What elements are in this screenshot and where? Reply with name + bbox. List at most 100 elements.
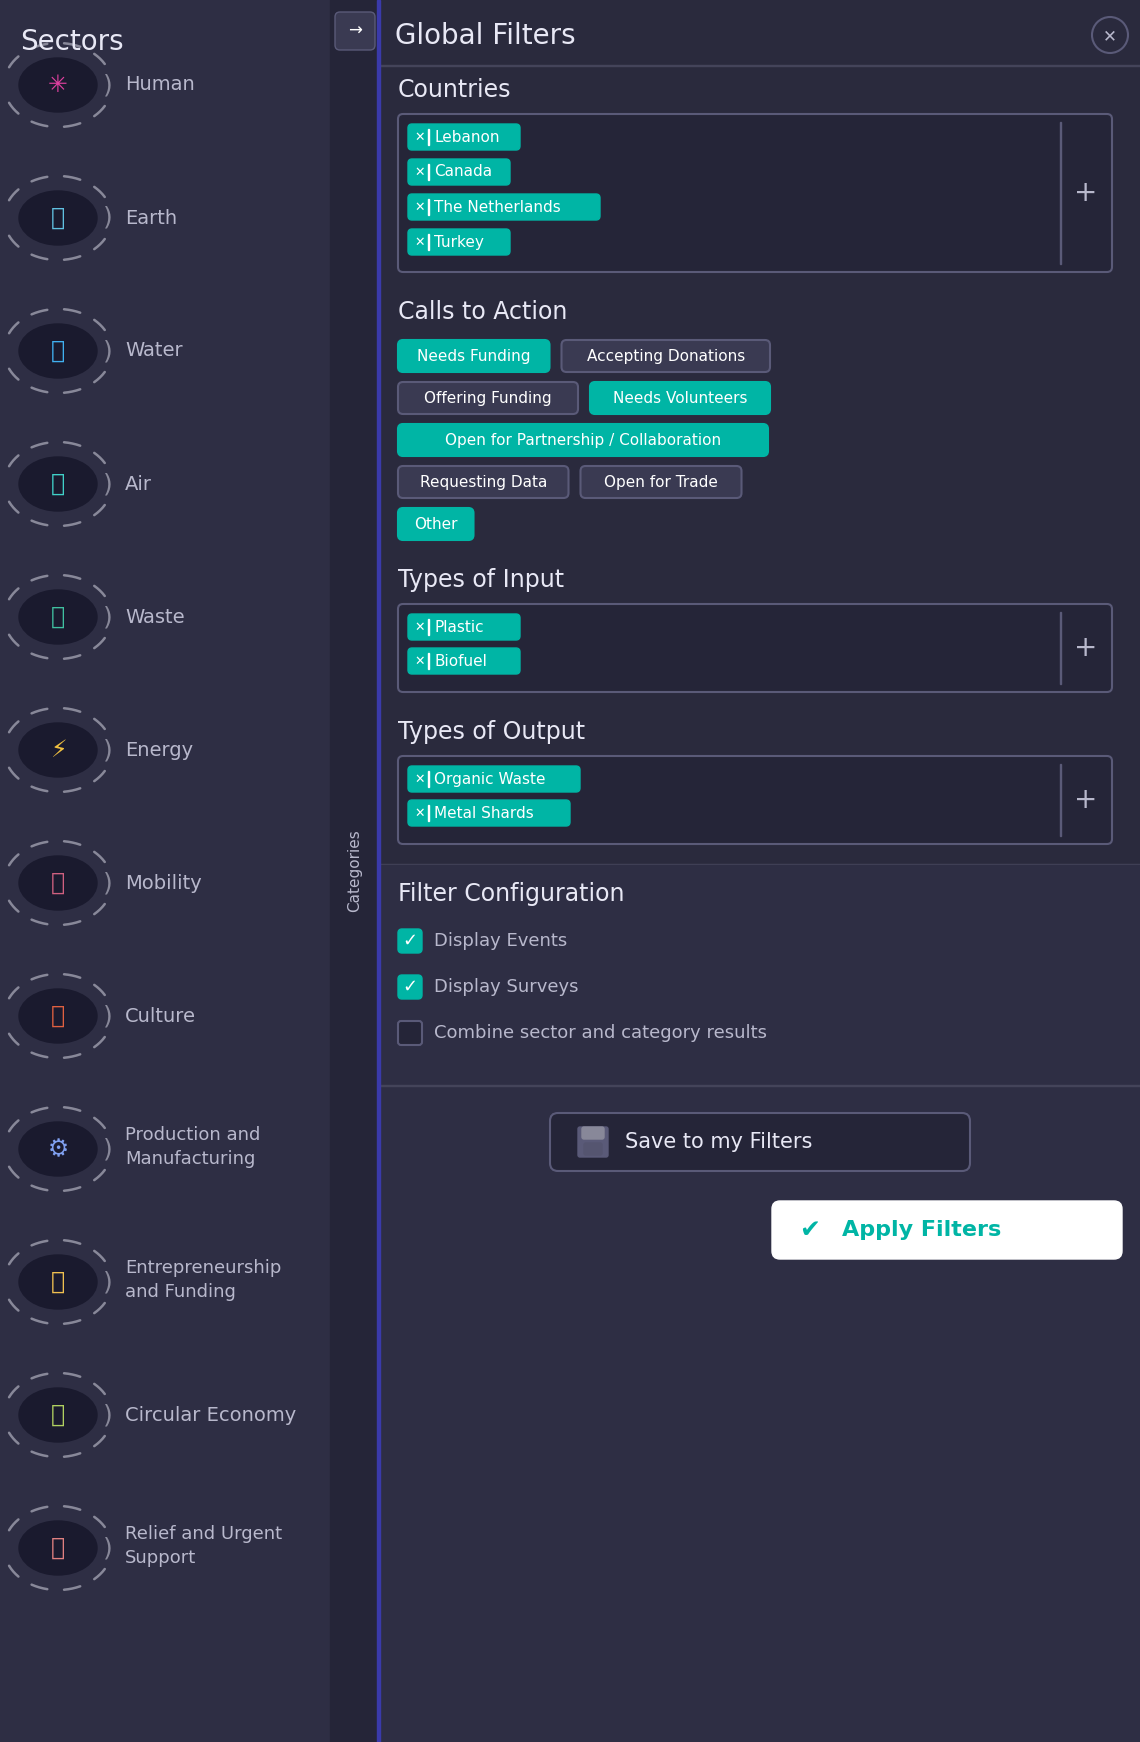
FancyBboxPatch shape <box>591 381 770 415</box>
Text: Types of Input: Types of Input <box>398 568 564 592</box>
FancyBboxPatch shape <box>408 228 510 254</box>
Text: Open for Trade: Open for Trade <box>604 474 718 490</box>
Text: 🌀: 🌀 <box>51 472 65 496</box>
Ellipse shape <box>19 989 97 1043</box>
Text: Needs Volunteers: Needs Volunteers <box>613 390 747 406</box>
Text: ✔: ✔ <box>799 1218 821 1242</box>
Text: Turkey: Turkey <box>434 235 483 249</box>
FancyBboxPatch shape <box>408 124 520 150</box>
Text: Needs Funding: Needs Funding <box>417 348 530 364</box>
FancyBboxPatch shape <box>408 159 510 185</box>
Ellipse shape <box>19 1388 97 1442</box>
Text: Categories: Categories <box>348 829 363 913</box>
FancyBboxPatch shape <box>408 193 600 219</box>
Text: Accepting Donations: Accepting Donations <box>587 348 744 364</box>
Text: Water: Water <box>125 341 182 361</box>
Text: +: + <box>1074 179 1098 207</box>
Text: ): ) <box>103 871 113 895</box>
Text: ): ) <box>103 1536 113 1561</box>
Text: ✕: ✕ <box>414 200 424 214</box>
Text: 🎯: 🎯 <box>51 871 65 895</box>
Text: ): ) <box>103 73 113 98</box>
Ellipse shape <box>19 192 97 246</box>
Text: →: → <box>348 23 361 40</box>
Text: Combine sector and category results: Combine sector and category results <box>434 1024 767 1042</box>
Text: Lebanon: Lebanon <box>434 129 499 145</box>
FancyBboxPatch shape <box>398 604 1112 692</box>
Text: Human: Human <box>125 75 195 94</box>
Text: Types of Output: Types of Output <box>398 719 585 744</box>
Text: ✕: ✕ <box>414 772 424 786</box>
Text: ✕: ✕ <box>414 620 424 634</box>
FancyBboxPatch shape <box>549 1113 970 1171</box>
Text: Air: Air <box>125 474 152 493</box>
Bar <box>380 866 1140 1742</box>
Text: 📖: 📖 <box>51 1003 65 1028</box>
Text: Filter Configuration: Filter Configuration <box>398 881 625 906</box>
Text: +: + <box>1074 634 1098 662</box>
Text: Circular Economy: Circular Economy <box>125 1406 296 1425</box>
Ellipse shape <box>19 324 97 378</box>
Text: ): ) <box>103 1402 113 1427</box>
FancyBboxPatch shape <box>398 381 578 415</box>
Text: ✕: ✕ <box>414 165 424 178</box>
Text: 💡: 💡 <box>51 1270 65 1294</box>
Text: ✕: ✕ <box>414 807 424 819</box>
Text: Waste: Waste <box>125 608 185 627</box>
Text: ): ) <box>103 604 113 629</box>
Text: Calls to Action: Calls to Action <box>398 300 568 324</box>
Text: Global Filters: Global Filters <box>394 23 576 51</box>
Bar <box>377 0 380 1742</box>
Text: Production and
Manufacturing: Production and Manufacturing <box>125 1125 260 1167</box>
Text: ): ) <box>103 472 113 496</box>
Text: Metal Shards: Metal Shards <box>434 805 534 820</box>
Ellipse shape <box>19 1254 97 1308</box>
Text: 🧴: 🧴 <box>51 604 65 629</box>
Text: Apply Filters: Apply Filters <box>842 1219 1001 1240</box>
Ellipse shape <box>19 57 97 111</box>
FancyBboxPatch shape <box>580 467 741 498</box>
FancyBboxPatch shape <box>772 1200 1122 1259</box>
Text: ⚡: ⚡ <box>50 739 66 761</box>
FancyBboxPatch shape <box>583 1127 604 1139</box>
FancyBboxPatch shape <box>398 509 473 540</box>
FancyBboxPatch shape <box>408 613 520 639</box>
Ellipse shape <box>19 456 97 510</box>
Text: ✕: ✕ <box>1104 26 1117 45</box>
Text: Sectors: Sectors <box>21 28 123 56</box>
Text: Countries: Countries <box>398 78 512 103</box>
Text: 💧: 💧 <box>51 340 65 362</box>
Ellipse shape <box>19 1122 97 1176</box>
FancyBboxPatch shape <box>398 756 1112 845</box>
Text: Plastic: Plastic <box>434 620 483 634</box>
Text: ): ) <box>103 340 113 362</box>
Text: ✓: ✓ <box>402 932 417 949</box>
Text: 🌸: 🌸 <box>51 1402 65 1427</box>
FancyBboxPatch shape <box>408 800 570 826</box>
Text: Energy: Energy <box>125 740 193 760</box>
Text: ): ) <box>103 739 113 761</box>
Text: ✕: ✕ <box>414 235 424 249</box>
Text: ✕: ✕ <box>414 655 424 667</box>
FancyBboxPatch shape <box>398 113 1112 272</box>
Text: 🤲: 🤲 <box>51 1536 65 1561</box>
FancyBboxPatch shape <box>398 423 768 456</box>
Text: Organic Waste: Organic Waste <box>434 772 546 786</box>
Text: Entrepreneurship
and Funding: Entrepreneurship and Funding <box>125 1259 282 1301</box>
FancyBboxPatch shape <box>398 1021 422 1045</box>
Ellipse shape <box>19 591 97 645</box>
Text: Mobility: Mobility <box>125 873 202 892</box>
FancyBboxPatch shape <box>398 467 569 498</box>
Text: Relief and Urgent
Support: Relief and Urgent Support <box>125 1526 282 1566</box>
Text: ✕: ✕ <box>414 131 424 143</box>
Ellipse shape <box>19 1521 97 1575</box>
Text: 🌍: 🌍 <box>51 206 65 230</box>
FancyBboxPatch shape <box>408 648 520 674</box>
FancyBboxPatch shape <box>578 1127 608 1157</box>
Text: Biofuel: Biofuel <box>434 653 487 669</box>
FancyBboxPatch shape <box>335 12 375 51</box>
Text: Display Events: Display Events <box>434 932 568 949</box>
Bar <box>329 0 380 1742</box>
Ellipse shape <box>19 723 97 777</box>
Text: ): ) <box>103 1003 113 1028</box>
